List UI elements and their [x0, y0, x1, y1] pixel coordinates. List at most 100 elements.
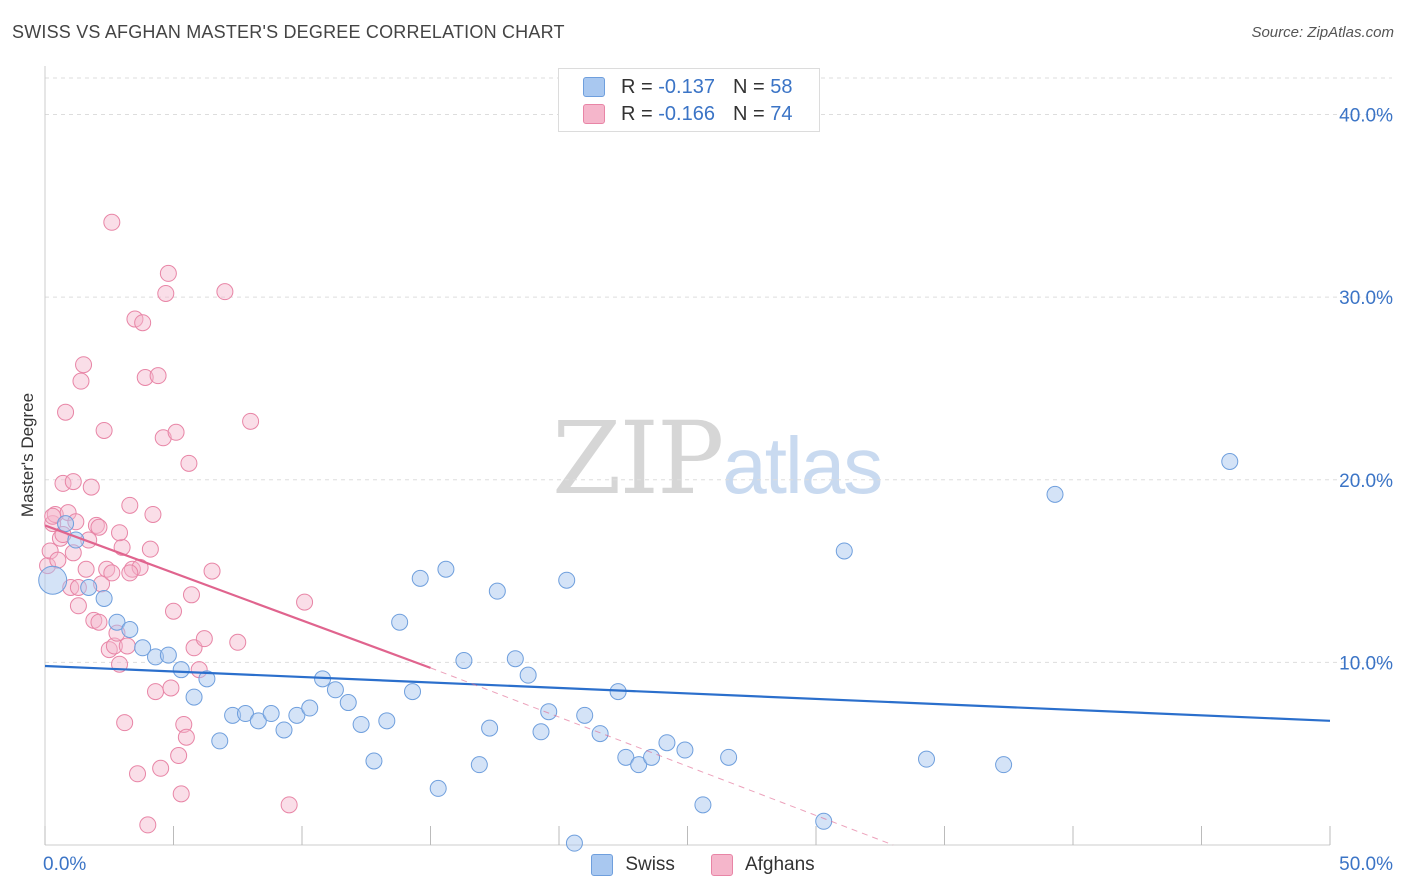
swiss-point	[658, 734, 676, 752]
afghan-point	[57, 403, 75, 421]
afghan-point	[72, 372, 90, 390]
swiss-point	[540, 703, 558, 721]
swiss-point	[815, 812, 833, 830]
swiss-point	[198, 670, 216, 688]
swiss-point	[391, 613, 409, 631]
afghan-point	[242, 412, 260, 430]
swiss-point	[676, 741, 694, 759]
swiss-point	[95, 589, 113, 607]
afghan-point	[139, 816, 157, 834]
series-legend: Swiss Afghans	[0, 852, 1406, 878]
afghan-point	[82, 478, 100, 496]
afghan-point	[129, 765, 147, 783]
swiss-point	[488, 582, 506, 600]
afghan-point	[95, 421, 113, 439]
swiss-point	[591, 725, 609, 743]
afghan-point	[167, 423, 185, 441]
watermark: ZIPatlas	[552, 400, 883, 517]
swiss-point	[262, 705, 280, 723]
swiss-point	[365, 752, 383, 770]
afghan-point	[105, 637, 123, 655]
afghan-point	[103, 213, 121, 231]
afghan-point	[69, 597, 87, 615]
afghan-point	[177, 728, 195, 746]
swiss-point	[1046, 485, 1064, 503]
swiss-point	[506, 650, 524, 668]
afghan-legend-swatch	[710, 854, 733, 876]
legend-item-swiss[interactable]: Swiss	[591, 854, 675, 876]
afghan-point	[172, 785, 190, 803]
afghan-point	[157, 284, 175, 302]
legend-item-afghans[interactable]: Afghans	[710, 854, 815, 876]
afghan-point	[175, 715, 193, 733]
afghan-point	[229, 633, 247, 651]
swiss-point	[995, 756, 1013, 774]
swiss-point	[38, 565, 68, 595]
swiss-point	[159, 646, 177, 664]
y-tick-label: 30.0%	[1339, 288, 1393, 309]
swiss-n-label: N =	[732, 75, 765, 98]
afghan-point	[296, 593, 314, 611]
swiss-point	[835, 542, 853, 560]
afghan-point	[111, 524, 129, 542]
afghan-point	[54, 474, 72, 492]
x-tick-label: 50.0%	[1339, 854, 1393, 875]
y-tick-label: 20.0%	[1339, 471, 1393, 492]
swiss-point	[532, 723, 550, 741]
afghan-point	[170, 747, 188, 765]
afghan-point	[64, 473, 82, 491]
swiss-point	[236, 705, 254, 723]
swiss-point	[249, 712, 267, 730]
swiss-point	[558, 571, 576, 589]
afghan-point	[162, 679, 180, 697]
afghan-point	[103, 564, 121, 582]
afghan-point	[126, 310, 144, 328]
swiss-point	[121, 621, 139, 639]
swiss-n-value: 58	[770, 75, 793, 98]
y-tick-label: 10.0%	[1339, 653, 1393, 674]
swiss-point	[57, 515, 75, 533]
afghan-legend-label: Afghans	[744, 854, 815, 875]
afghan-point	[165, 602, 182, 620]
afghan-point	[90, 613, 108, 631]
swiss-point	[108, 613, 126, 631]
afghan-r-value: -0.166	[658, 102, 715, 125]
afghan-point	[144, 505, 162, 523]
swiss-point	[411, 569, 429, 587]
swiss-point	[519, 666, 537, 684]
afghan-point	[44, 507, 62, 525]
swiss-point	[481, 719, 499, 737]
x-tick-label: 0.0%	[43, 854, 86, 875]
afghan-point	[90, 518, 108, 536]
swiss-point	[404, 683, 422, 701]
swiss-r-value: -0.137	[658, 75, 715, 98]
swiss-point	[630, 756, 648, 774]
swiss-r-label: R =	[621, 75, 653, 98]
legend-row-afghans: R = -0.166 N = 74	[583, 101, 792, 127]
afghan-point	[118, 637, 136, 655]
swiss-point	[80, 579, 98, 597]
afghan-r-label: R =	[621, 102, 653, 125]
afghan-point	[216, 283, 234, 301]
afghan-point	[154, 429, 172, 447]
swiss-point	[455, 652, 473, 670]
afghan-n-label: N =	[732, 102, 765, 125]
y-axis-label: Master's Degree	[18, 392, 37, 518]
swiss-point	[172, 661, 190, 679]
afghan-point	[147, 683, 165, 701]
afghan-point	[136, 368, 154, 386]
swiss-point	[211, 732, 229, 750]
afghan-trend-extension	[430, 667, 894, 846]
swiss-point	[352, 715, 370, 733]
swiss-point	[617, 748, 635, 766]
watermark-zip: ZIP	[552, 400, 724, 517]
swiss-point	[429, 779, 447, 797]
afghan-point	[134, 314, 152, 332]
afghan-point	[77, 560, 95, 578]
watermark-atlas: atlas	[722, 421, 883, 510]
afghan-point	[280, 796, 298, 814]
swiss-point	[918, 750, 936, 768]
afghan-point	[180, 454, 198, 472]
swiss-point	[576, 706, 594, 724]
swiss-point	[720, 748, 738, 766]
